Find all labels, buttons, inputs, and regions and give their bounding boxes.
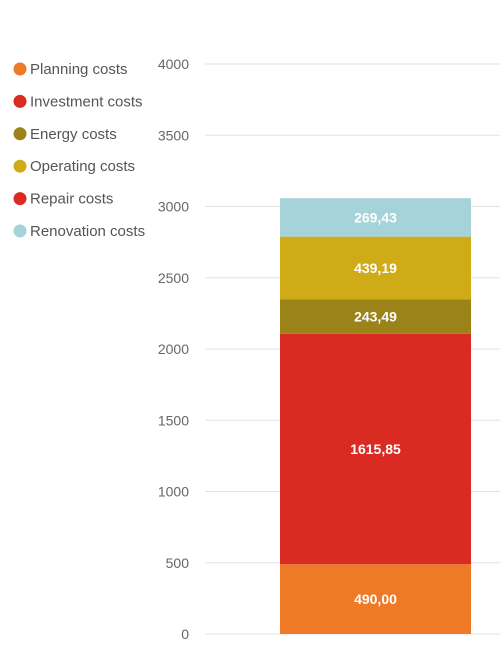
legend[interactable]: Planning costs Investment costs Energy cos… xyxy=(13,61,146,240)
y-tick-label: 500 xyxy=(166,555,190,571)
y-tick-label: 3500 xyxy=(158,127,189,143)
y-tick-label: 0 xyxy=(181,626,189,642)
y-tick-label: 2000 xyxy=(158,341,189,357)
legend-item-energy-costs[interactable]: Energy costs xyxy=(13,126,117,143)
legend-swatch xyxy=(13,192,27,206)
data-label-renovation-costs: 269,43 xyxy=(354,209,397,225)
y-tick-label: 1500 xyxy=(158,412,189,428)
legend-label: Energy costs xyxy=(30,126,117,143)
legend-item-operating-costs[interactable]: Operating costs xyxy=(13,158,136,175)
bar-segment-operating-costs xyxy=(280,236,471,300)
bar-segment-investment-costs xyxy=(280,333,471,565)
legend-item-repair-costs[interactable]: Repair costs xyxy=(13,191,114,208)
stacked-bar xyxy=(280,198,471,634)
legend-label: Planning costs xyxy=(30,61,128,78)
data-label-investment-costs: 1615,85 xyxy=(350,441,401,457)
bar-segment-renovation-costs xyxy=(280,198,471,237)
y-tick-label: 3000 xyxy=(158,199,189,215)
data-label-operating-costs: 439,19 xyxy=(354,260,397,276)
y-tick-label: 4000 xyxy=(158,56,189,72)
legend-swatch xyxy=(13,94,27,108)
legend-swatch xyxy=(13,62,27,76)
legend-label: Operating costs xyxy=(30,158,135,175)
y-tick-label: 1000 xyxy=(158,484,189,500)
bar-value-labels: 490,00 1615,85 243,49 439,19 269,43 xyxy=(350,209,401,607)
bar-segment-planning-costs xyxy=(280,564,471,634)
y-tick-label: 2500 xyxy=(158,270,189,286)
legend-label: Repair costs xyxy=(30,191,113,208)
legend-swatch xyxy=(13,127,27,141)
y-axis-ticks: 0 500 1000 1500 2000 2500 3000 3500 4000 xyxy=(158,56,189,642)
legend-item-renovation-costs[interactable]: Renovation costs xyxy=(13,223,146,240)
legend-label: Investment costs xyxy=(30,93,143,110)
legend-swatch xyxy=(13,224,27,238)
legend-item-investment-costs[interactable]: Investment costs xyxy=(13,93,143,110)
bar-segment-energy-costs xyxy=(280,299,471,334)
legend-swatch xyxy=(13,159,27,173)
legend-label: Renovation costs xyxy=(30,223,145,240)
data-label-planning-costs: 490,00 xyxy=(354,591,397,607)
data-label-energy-costs: 243,49 xyxy=(354,309,397,325)
legend-item-planning-costs[interactable]: Planning costs xyxy=(13,61,128,78)
